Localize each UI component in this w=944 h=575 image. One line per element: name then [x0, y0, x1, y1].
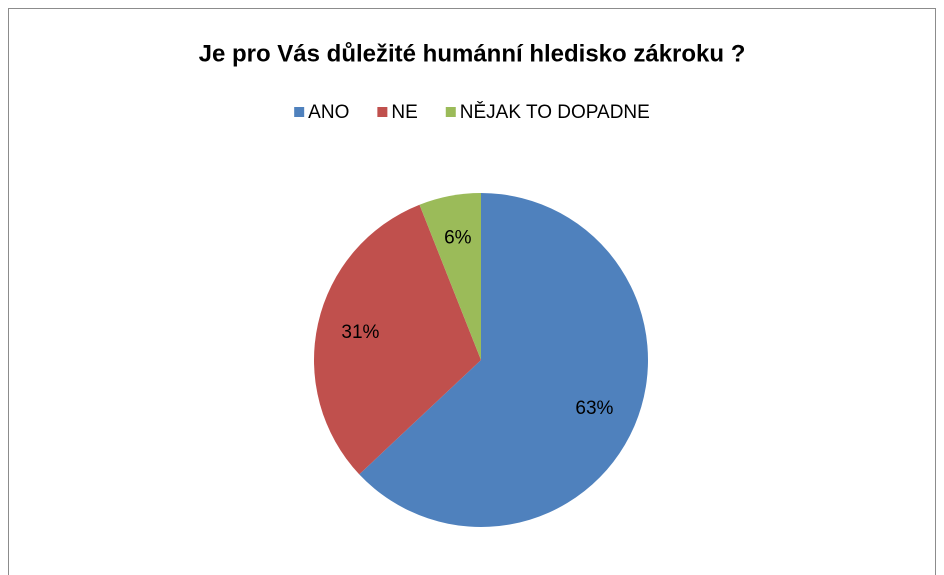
legend-label: NĚJAK TO DOPADNE	[460, 101, 650, 123]
data-label: 63%	[575, 398, 613, 419]
chart-title: Je pro Vás důležité humánní hledisko zák…	[199, 40, 746, 67]
legend-swatch	[377, 107, 388, 117]
legend-swatch	[445, 107, 456, 117]
legend-label: ANO	[308, 102, 349, 123]
data-label: 6%	[444, 228, 472, 249]
legend-label: NE	[391, 102, 417, 123]
data-label: 31%	[341, 322, 379, 343]
pie-slice	[419, 193, 481, 360]
pie-slice	[314, 204, 481, 475]
legend-swatch	[294, 107, 305, 117]
pie-slice	[359, 193, 648, 527]
